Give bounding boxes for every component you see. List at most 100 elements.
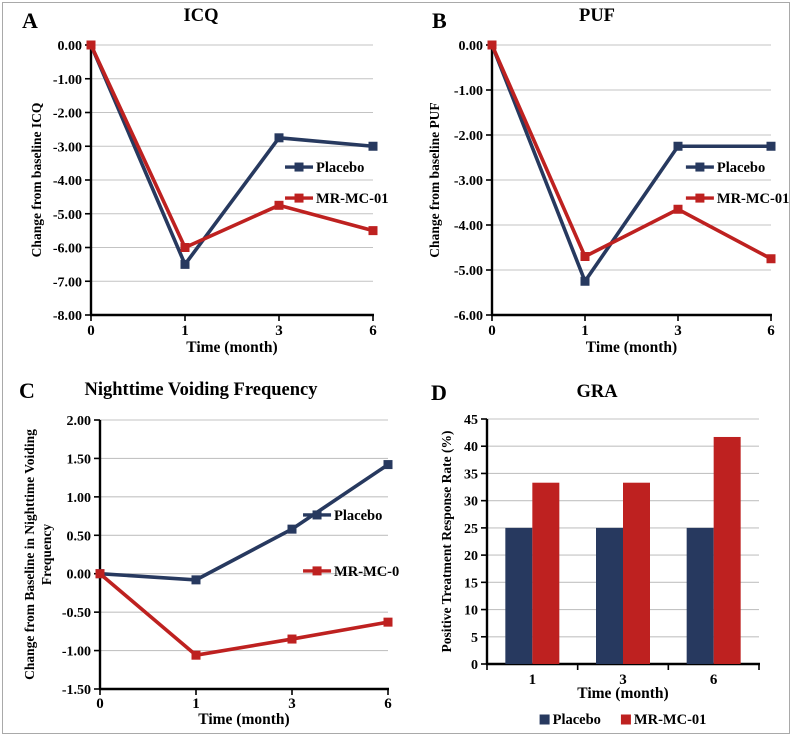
legend: Placebo MR-MC-01 (303, 508, 399, 580)
y-axis-title: Change from Baseline in Nighttime Voidin… (22, 429, 54, 680)
series-mr-mc-01 (487, 40, 776, 264)
x-tick-label: 6 (710, 672, 718, 688)
data-point-marker (180, 259, 190, 269)
x-tick-label: 0 (488, 323, 496, 339)
legend-marker (312, 566, 322, 576)
y-tick-label: 15 (464, 576, 478, 591)
gridlines (492, 44, 771, 271)
y-tick-label: 2.00 (67, 414, 92, 429)
y-tick-label: -5.00 (53, 208, 82, 223)
panel-d: D GRA 45 40 35 30 25 20 15 10 5 0 1 3 6 Time (month) P… (399, 371, 793, 740)
y-tick-label: -7.00 (53, 275, 82, 290)
panel-label-d: D (431, 380, 447, 405)
data-point-marker (580, 252, 590, 261)
y-tick-label: -4.00 (454, 219, 483, 234)
x-tick-label: 3 (619, 672, 627, 688)
y-tick-label: -2.00 (454, 129, 483, 144)
x-tick-label: 1 (192, 696, 200, 712)
legend-label: MR-MC-01 (634, 712, 706, 728)
axes: 0.00 -1.00 -2.00 -3.00 -4.00 -5.00 -6.00 0 1 3 6 (454, 39, 775, 339)
data-point-marker (368, 226, 378, 236)
data-point-marker (383, 617, 393, 627)
series-mr-mc-01 (95, 569, 393, 660)
x-tick-label: 6 (384, 696, 392, 712)
y-tick-label: 30 (464, 495, 478, 510)
data-point-marker (287, 634, 297, 644)
puf-line-chart: 0.00 -1.00 -2.00 -3.00 -4.00 -5.00 -6.00 0 1 3 6 Ti… (427, 39, 789, 356)
x-tick-label: 6 (369, 323, 377, 339)
x-tick-label: 1 (581, 323, 589, 339)
x-tick-label: 1 (529, 672, 537, 688)
y-tick-label: -6.00 (53, 242, 82, 257)
y-tick-label: -5.00 (454, 264, 483, 279)
y-axis-title: Change from baseline PUF (427, 102, 442, 257)
y-tick-label: 0.50 (67, 529, 92, 544)
bar (532, 482, 560, 664)
y-tick-label: -1.50 (62, 683, 91, 698)
data-point-marker (191, 575, 201, 585)
y-tick-label: 0.00 (58, 39, 83, 54)
x-tick-label: 0 (87, 323, 95, 339)
legend: Placebo MR-MC-01 (685, 160, 789, 207)
y-tick-label: -1.00 (53, 73, 82, 88)
y-tick-label: -8.00 (53, 309, 82, 324)
icq-line-chart: 0.00 -1.00 -2.00 -3.00 -4.00 -5.00 -6.00 -7.00 -… (29, 39, 389, 356)
y-tick-label: -6.00 (454, 309, 483, 324)
legend-marker (620, 714, 631, 725)
x-axis-title: Time (month) (198, 711, 289, 728)
y-tick-label: 0.00 (67, 568, 92, 583)
x-axis-title: Time (month) (577, 685, 668, 702)
series-mr-mc-01 (86, 40, 378, 252)
data-point-marker (673, 141, 683, 151)
data-point-marker (766, 254, 776, 264)
y-tick-label: 5 (471, 631, 478, 646)
y-tick-label: -1.00 (454, 84, 483, 99)
x-tick-label: 6 (767, 323, 775, 339)
chart-title-puf: PUF (579, 6, 615, 26)
data-point-marker (95, 569, 105, 579)
data-point-marker (180, 243, 190, 252)
bars-mr-mc-01 (532, 436, 741, 664)
legend: Placebo MR-MC-01 (539, 712, 706, 728)
panel-a: A ICQ 0.00 -1.00 -2.00 -3.00 -4.00 -5.00 -6.00… (3, 3, 399, 371)
x-tick-label: 3 (674, 323, 682, 339)
gra-bar-chart: 45 40 35 30 25 20 15 10 5 0 1 3 6 Time (month) Positiv… (439, 413, 760, 728)
legend-label: MR-MC-01 (334, 564, 399, 580)
gridlines (91, 44, 373, 282)
bar (713, 436, 741, 664)
gridlines (100, 419, 388, 652)
legend-marker (294, 162, 304, 172)
axes: 2.00 1.50 1.00 0.50 0.00 -0.50 -1.00 -1.50 0 1 3 6 (62, 414, 392, 712)
panel-c: C Nighttime Voiding Frequency 2.00 1.50 1.… (3, 371, 399, 740)
legend-marker (539, 714, 550, 725)
chart-title-icq: ICQ (183, 6, 219, 26)
bar (623, 482, 650, 664)
data-point-marker (274, 133, 284, 143)
bar (505, 527, 533, 664)
data-point-marker (368, 141, 378, 151)
series-placebo (86, 40, 378, 269)
bar (596, 527, 623, 664)
nighttime-voiding-line-chart: 2.00 1.50 1.00 0.50 0.00 -0.50 -1.00 -1.50 0 1 3 6 T… (22, 414, 399, 728)
y-tick-label: -4.00 (53, 174, 82, 189)
legend-marker (695, 193, 705, 203)
legend-label: MR-MC-01 (316, 191, 388, 207)
legend-label: Placebo (316, 160, 364, 176)
legend-label: MR-MC-01 (717, 191, 789, 207)
x-tick-label: 3 (288, 696, 296, 712)
legend-label: Placebo (334, 508, 382, 524)
y-tick-label: 1.50 (67, 452, 92, 467)
data-point-marker (383, 460, 393, 470)
y-tick-label: 35 (464, 467, 478, 482)
x-tick-label: 0 (96, 696, 104, 712)
panel-label-b: B (432, 8, 447, 33)
y-tick-label: 0 (471, 658, 478, 673)
x-axis-title: Time (month) (586, 339, 677, 356)
y-tick-label: 45 (464, 413, 478, 428)
axes: 0.00 -1.00 -2.00 -3.00 -4.00 -5.00 -6.00 -7.00 -… (53, 39, 377, 339)
y-axis-title: Change from baseline ICQ (29, 103, 44, 258)
data-point-marker (487, 40, 497, 50)
chart-title-nighttime-voiding: Nighttime Voiding Frequency (84, 380, 318, 400)
legend-marker (695, 162, 705, 172)
